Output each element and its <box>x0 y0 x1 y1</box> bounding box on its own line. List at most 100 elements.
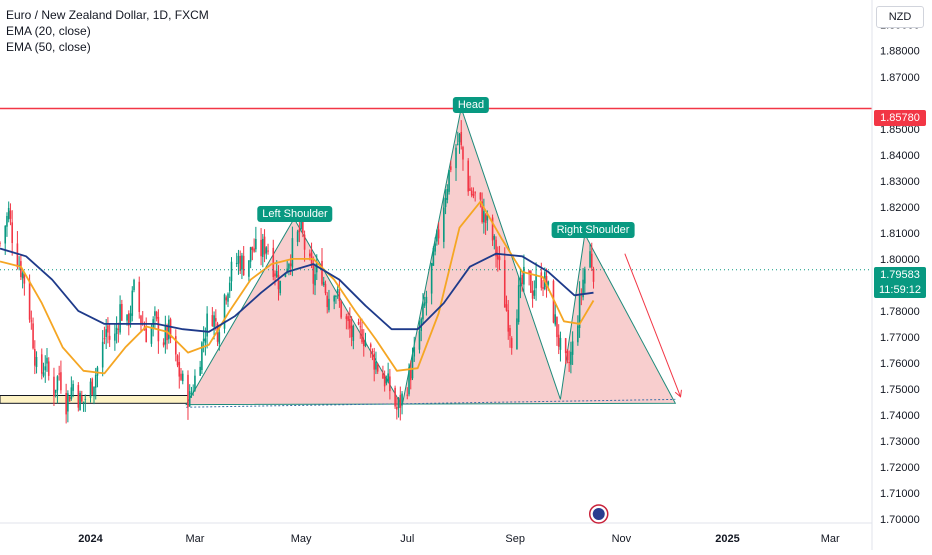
x-tick-label: Nov <box>612 533 632 545</box>
candle-body <box>362 339 365 347</box>
candle-body <box>474 192 476 194</box>
ema50-layer <box>0 247 594 333</box>
candle-body <box>369 344 372 348</box>
candle-body <box>119 304 121 333</box>
candle-body <box>328 298 330 311</box>
candle-body <box>335 295 337 297</box>
y-tick-label: 1.85000 <box>880 124 920 136</box>
symbol-title[interactable]: Euro / New Zealand Dollar, 1D, FXCM <box>6 8 209 22</box>
candle-body <box>178 362 181 377</box>
candle-body <box>533 290 536 296</box>
candle-body <box>67 393 69 412</box>
candle-body <box>28 280 31 320</box>
candle-body <box>199 366 201 376</box>
candle-body <box>467 160 469 192</box>
candle-body <box>350 325 353 338</box>
candle-body <box>176 355 179 366</box>
candle-body <box>376 364 379 372</box>
ema20-legend[interactable]: EMA (20, close) <box>6 24 91 38</box>
candle-body <box>279 280 282 294</box>
resistance-price-tag: 1.85780 <box>874 110 926 126</box>
candle-body <box>326 295 329 308</box>
candle-body <box>82 401 85 403</box>
candle-body <box>107 325 109 333</box>
candle-body <box>530 271 532 293</box>
candle-body <box>523 266 525 285</box>
y-tick-label: 1.73000 <box>880 436 920 448</box>
candle-body <box>396 407 398 410</box>
candle-body <box>228 282 231 292</box>
candle-body <box>430 263 433 294</box>
candle-body <box>557 334 560 347</box>
candle-body <box>242 255 245 276</box>
candle-body <box>289 263 292 266</box>
candle-body <box>303 234 306 250</box>
countdown-tag: 11:59:12 <box>874 282 926 298</box>
candle-body <box>206 313 208 337</box>
candle-body <box>300 215 302 230</box>
candle-body <box>4 226 7 244</box>
candle-body <box>336 289 339 293</box>
candle-body <box>357 322 360 325</box>
candle-body <box>448 169 450 192</box>
candle-body <box>547 281 550 285</box>
event-marker-icon <box>588 504 609 524</box>
projection-arrow <box>624 253 682 397</box>
candle-body <box>84 398 87 400</box>
y-tick-label: 1.72000 <box>880 462 920 474</box>
candle-body <box>564 338 567 354</box>
candle-body <box>408 367 410 395</box>
candle-body <box>284 272 287 278</box>
candle-body <box>491 217 494 241</box>
candle-body <box>79 392 81 411</box>
candle-body <box>510 338 513 349</box>
candle-body <box>552 280 555 323</box>
candle-body <box>68 396 71 402</box>
candle-body <box>81 396 83 402</box>
candle-body <box>105 329 107 338</box>
candle-body <box>230 261 233 282</box>
candle-body <box>267 250 269 252</box>
candle-body <box>409 368 412 381</box>
candle-body <box>239 255 241 272</box>
candle-body <box>486 215 489 221</box>
candle-body <box>296 231 299 242</box>
candle-body <box>364 341 367 346</box>
candle-body <box>479 192 482 200</box>
candle-body <box>168 319 170 340</box>
candle-body <box>115 327 118 335</box>
candle-body <box>349 319 351 329</box>
candle-body <box>54 389 57 393</box>
ema20-layer <box>0 200 595 375</box>
candle-body <box>30 320 33 322</box>
candle-body <box>275 271 278 277</box>
candle-body <box>399 394 402 408</box>
candle-body <box>470 190 473 196</box>
candle-body <box>131 290 134 316</box>
projection-arrow-head <box>674 389 682 398</box>
candle-body <box>542 287 544 289</box>
y-tick-label: 1.74000 <box>880 410 920 422</box>
candle-body <box>47 361 50 376</box>
candle-body <box>187 374 189 408</box>
candle-body <box>129 313 132 323</box>
candle-body <box>589 251 591 268</box>
candle-body <box>413 347 416 357</box>
candle-body <box>383 375 386 387</box>
candle-body <box>145 328 148 343</box>
candle-body <box>162 342 165 346</box>
candle-body <box>286 268 288 273</box>
y-tick-label: 1.88000 <box>880 46 920 58</box>
ema50-legend[interactable]: EMA (50, close) <box>6 40 91 54</box>
candle-body <box>584 268 586 284</box>
y-tick-label: 1.77000 <box>880 332 920 344</box>
candle-body <box>225 297 228 301</box>
candle-body <box>590 253 593 268</box>
candle-body <box>324 283 327 294</box>
currency-selector[interactable]: NZD <box>876 6 924 28</box>
candle-body <box>169 319 172 339</box>
candle-body <box>493 235 496 240</box>
candle-body <box>93 386 95 397</box>
